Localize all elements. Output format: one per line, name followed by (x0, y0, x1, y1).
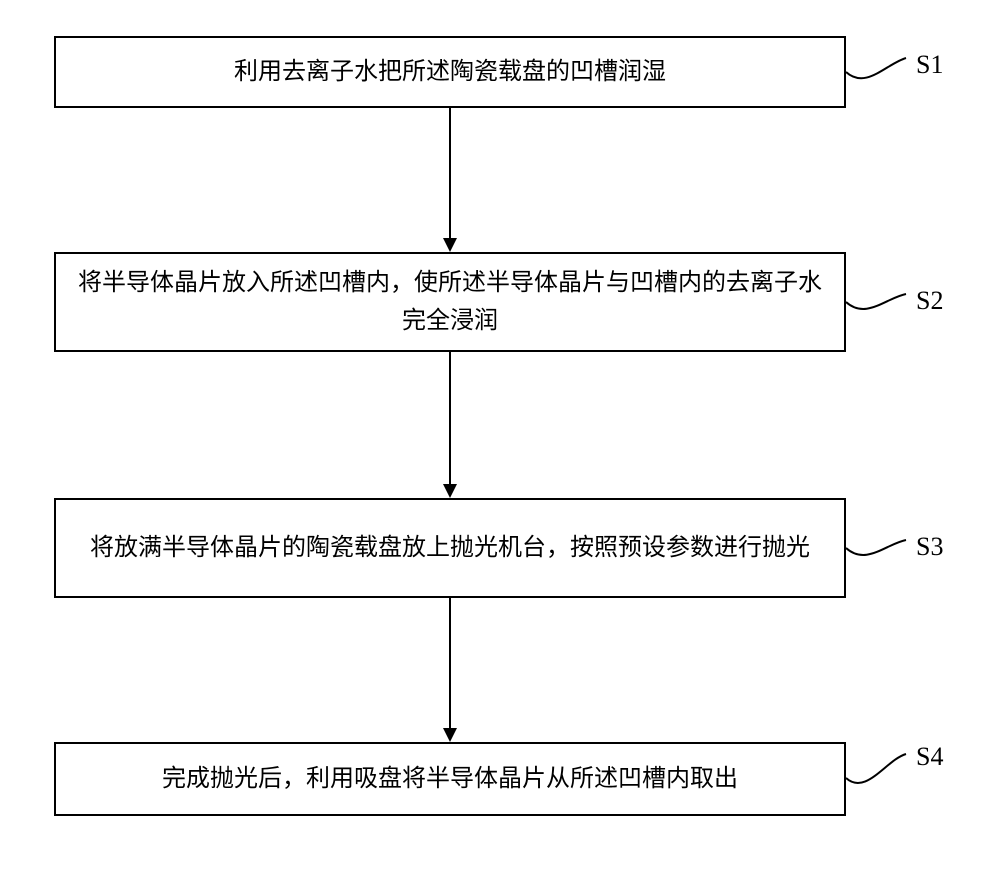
arrow-3 (443, 598, 457, 742)
connector-s1 (846, 58, 906, 78)
connector-s2 (846, 294, 906, 309)
arrow-2 (443, 352, 457, 498)
flow-svg (0, 0, 1000, 880)
arrow-1 (443, 108, 457, 252)
flowchart-canvas: 利用去离子水把所述陶瓷载盘的凹槽润湿 将半导体晶片放入所述凹槽内，使所述半导体晶… (0, 0, 1000, 880)
connector-s4 (846, 754, 906, 783)
connector-s3 (846, 540, 906, 555)
